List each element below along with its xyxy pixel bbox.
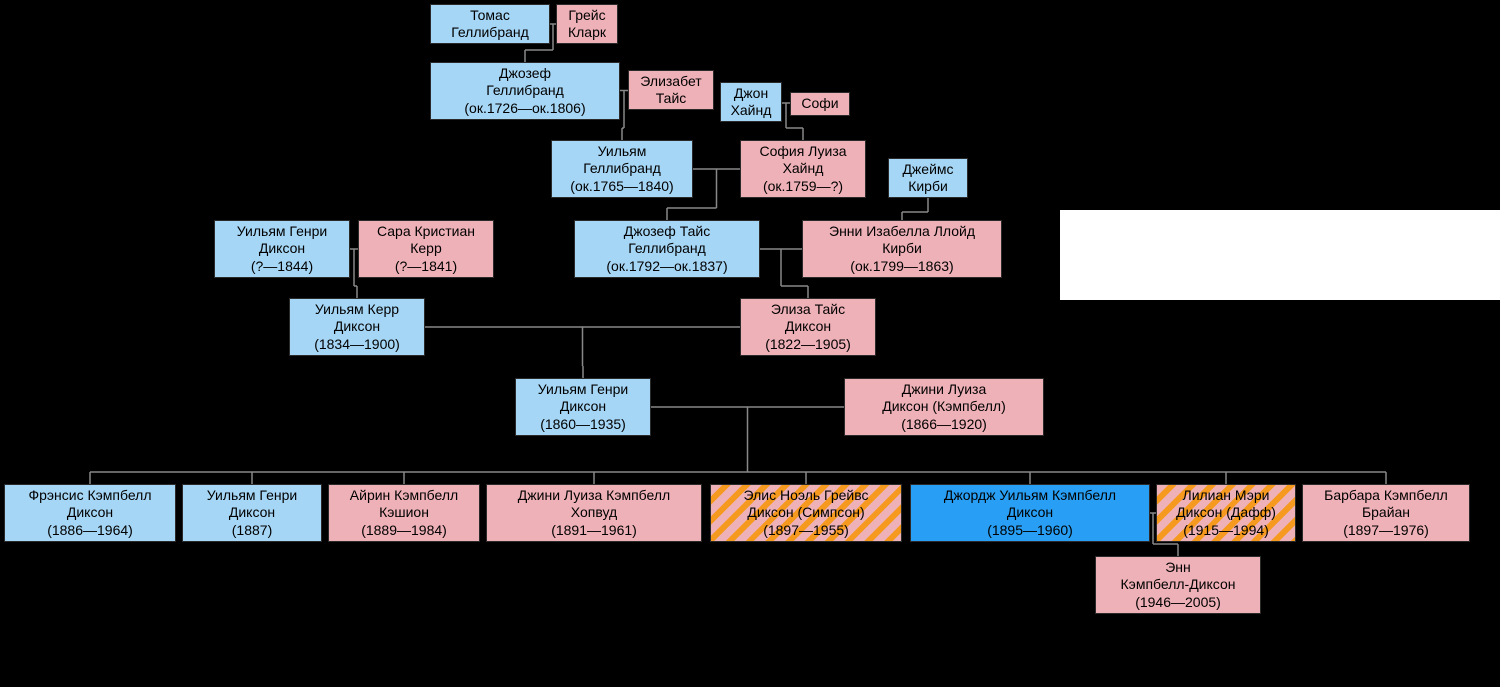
person-line: София Луиза <box>759 143 846 161</box>
person-line: Брайан <box>1362 504 1410 522</box>
person-wh_dixon: Уильям ГенриДиксон(?—1844) <box>214 220 350 278</box>
person-line: Диксон <box>229 504 275 522</box>
person-line: Уильям Генри <box>207 487 297 505</box>
person-eliz: ЭлизабетТайс <box>628 70 714 110</box>
white-block <box>1060 210 1500 300</box>
person-line: Диксон <box>334 318 380 336</box>
person-line: Джозеф Тайс <box>624 223 710 241</box>
person-irene: Айрин КэмпбеллКэшион(1889—1984) <box>328 484 480 542</box>
person-line: Грейс <box>568 7 605 25</box>
person-barbara: Барбара КэмпбеллБрайан(1897—1976) <box>1302 484 1470 542</box>
person-lilian: Лилиан МэриДиксон (Дафф)(1915—1994) <box>1156 484 1296 542</box>
person-line: (ок.1792—ок.1837) <box>606 258 727 276</box>
person-line: Хайнд <box>731 102 772 120</box>
person-line: Хопвуд <box>571 504 617 522</box>
person-james_k: ДжеймсКирби <box>888 158 968 198</box>
person-line: (?—1841) <box>395 258 457 276</box>
person-line: Диксон (Кэмпбелл) <box>882 398 1006 416</box>
person-line: Элиза Тайс <box>771 301 845 319</box>
person-line: (ок.1765—1840) <box>570 178 673 196</box>
person-sofia_h: София ЛуизаХайнд(ок.1759—?) <box>740 140 866 198</box>
person-alice: Элис Ноэль ГрейвсДиксон (Симпсон)(1897—1… <box>710 484 902 542</box>
person-line: Джозеф <box>499 65 551 83</box>
person-sophie: Софи <box>790 92 850 116</box>
person-line: (1822—1905) <box>765 336 851 354</box>
person-line: Джини Луиза Кэмпбелл <box>518 487 670 505</box>
person-line: Кирби <box>908 178 948 196</box>
person-line: Энни Изабелла Ллойд <box>829 223 975 241</box>
person-line: (?—1844) <box>251 258 313 276</box>
person-line: (1915—1994) <box>1183 522 1269 540</box>
person-line: Фрэнсис Кэмпбелл <box>28 487 151 505</box>
person-line: (1834—1900) <box>314 336 400 354</box>
person-ann: ЭннКэмпбелл-Диксон(1946—2005) <box>1095 556 1261 614</box>
person-george: Джордж Уильям КэмпбеллДиксон(1895—1960) <box>910 484 1150 542</box>
person-line: (ок.1799—1863) <box>850 258 953 276</box>
person-line: (1891—1961) <box>551 522 637 540</box>
person-line: Керр <box>410 240 442 258</box>
person-line: (1866—1920) <box>901 416 987 434</box>
person-line: (ок.1759—?) <box>763 178 843 196</box>
person-line: Диксон <box>785 318 831 336</box>
person-joseph1: ДжозефГеллибранд(ок.1726—ок.1806) <box>430 62 620 120</box>
person-line: Кэшион <box>379 504 429 522</box>
person-line: Джеймс <box>902 161 953 179</box>
person-john_h: ДжонХайнд <box>720 82 782 122</box>
person-line: (1946—2005) <box>1135 594 1221 612</box>
person-line: Айрин Кэмпбелл <box>350 487 458 505</box>
person-line: Диксон <box>1007 504 1053 522</box>
person-wk_dixon: Уильям КеррДиксон(1834—1900) <box>289 298 425 356</box>
person-line: Хайнд <box>783 160 824 178</box>
person-line: (1897—1976) <box>1343 522 1429 540</box>
person-thomas: ТомасГеллибранд <box>430 4 550 44</box>
person-jeanie: Джини ЛуизаДиксон (Кэмпбелл)(1866—1920) <box>844 378 1044 436</box>
person-wh_dixon3: Уильям ГенриДиксон(1887) <box>182 484 322 542</box>
person-eliza_t: Элиза ТайсДиксон(1822—1905) <box>740 298 876 356</box>
person-line: (1897—1955) <box>763 522 849 540</box>
person-line: (1886—1964) <box>47 522 133 540</box>
person-william_g: УильямГеллибранд(ок.1765—1840) <box>551 140 693 198</box>
person-line: Геллибранд <box>451 24 529 42</box>
person-line: Джон <box>734 85 768 103</box>
person-line: Уильям Генри <box>538 381 628 399</box>
person-jeanie2: Джини Луиза КэмпбеллХопвуд(1891—1961) <box>486 484 702 542</box>
person-line: Геллибранд <box>486 82 564 100</box>
person-line: Диксон <box>560 398 606 416</box>
person-line: Софи <box>801 95 838 113</box>
person-line: Геллибранд <box>583 160 661 178</box>
person-line: Томас <box>470 7 510 25</box>
person-line: Элис Ноэль Грейвс <box>743 487 868 505</box>
person-line: Уильям Генри <box>237 223 327 241</box>
person-line: Диксон <box>259 240 305 258</box>
person-sara_k: Сара КристианКерр(?—1841) <box>358 220 494 278</box>
person-line: Барбара Кэмпбелл <box>1324 487 1448 505</box>
person-line: Кирби <box>882 240 922 258</box>
person-annie_k: Энни Изабелла ЛлойдКирби(ок.1799—1863) <box>802 220 1002 278</box>
person-line: Джордж Уильям Кэмпбелл <box>944 487 1116 505</box>
person-line: Энн <box>1165 559 1191 577</box>
person-line: Уильям <box>598 143 647 161</box>
person-line: Кларк <box>568 24 606 42</box>
person-line: Диксон (Симпсон) <box>747 504 864 522</box>
person-line: Элизабет <box>640 73 701 91</box>
person-line: (1887) <box>232 522 272 540</box>
person-line: (ок.1726—ок.1806) <box>464 100 585 118</box>
person-line: (1895—1960) <box>987 522 1073 540</box>
person-grace: ГрейсКларк <box>556 4 618 44</box>
person-joseph_t: Джозеф ТайсГеллибранд(ок.1792—ок.1837) <box>574 220 760 278</box>
person-line: Сара Кристиан <box>377 223 475 241</box>
person-line: Диксон <box>67 504 113 522</box>
person-line: (1860—1935) <box>540 416 626 434</box>
person-line: Уильям Керр <box>315 301 399 319</box>
person-line: (1889—1984) <box>361 522 447 540</box>
person-line: Кэмпбелл-Диксон <box>1121 576 1236 594</box>
person-francis: Фрэнсис КэмпбеллДиксон(1886—1964) <box>4 484 176 542</box>
person-wh_dixon2: Уильям ГенриДиксон(1860—1935) <box>515 378 651 436</box>
person-line: Лилиан Мэри <box>1183 487 1270 505</box>
person-line: Геллибранд <box>628 240 706 258</box>
person-line: Джини Луиза <box>902 381 986 399</box>
person-line: Диксон (Дафф) <box>1176 504 1276 522</box>
person-line: Тайс <box>656 90 687 108</box>
